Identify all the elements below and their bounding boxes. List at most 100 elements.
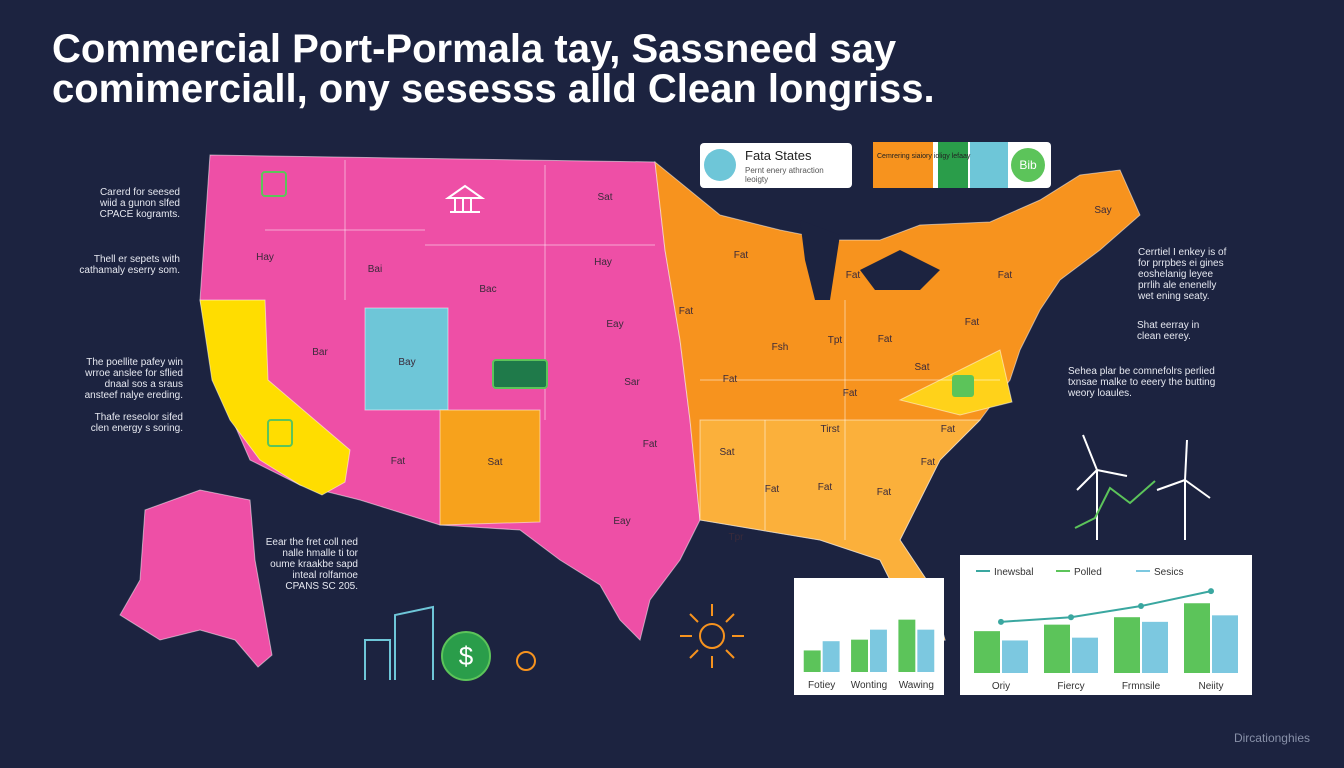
x-tick-label: Oriy: [992, 681, 1010, 692]
legend-label: Inewsbal: [994, 567, 1033, 578]
x-tick-label: Neiity: [1198, 681, 1223, 692]
title-line: comimerciall, ony sesesss alld Clean lon…: [52, 67, 935, 111]
card-text: Pernt enery athraction: [745, 166, 824, 175]
state-label: Sar: [624, 377, 640, 388]
annotation-line: ansteef nalye ereding.: [85, 390, 183, 401]
badge-text: Bib: [1019, 158, 1037, 172]
icon: [261, 171, 287, 197]
state-label: Sat: [597, 192, 612, 203]
bar: [1184, 603, 1210, 673]
bar: [851, 639, 868, 672]
annotation-line: Thell er sepets with: [94, 254, 180, 265]
charts: Fotiey Wonting Wawing Oriy Fiercy Frmnsile Nei…: [803, 567, 1238, 692]
svg-text:$: $: [459, 641, 474, 671]
state-label: Fat: [998, 270, 1013, 281]
card-title: Cemrering siaiory ioligy lefaay: [877, 153, 971, 160]
map-labels: Hay Bai Sat Hay Bac Eay Bar Bay Sar Fat …: [256, 192, 1112, 543]
card-title: Fata States: [745, 148, 812, 163]
icon: [952, 375, 974, 397]
trend-line: [1074, 480, 1156, 529]
point: [1208, 588, 1214, 595]
annotation-line: clean eerey.: [1137, 331, 1191, 342]
card-block: [873, 142, 933, 188]
annotation-line: wiid a gunon slfed: [99, 198, 180, 209]
line: [1000, 590, 1212, 623]
annotation-line: weory loaules.: [1067, 388, 1132, 399]
bar: [898, 619, 916, 672]
annotation-line: Carerd for seesed: [100, 187, 180, 198]
point: [1068, 614, 1074, 621]
annotation-line: CPANS SC 205.: [285, 581, 358, 592]
state-label: Fat: [843, 388, 858, 399]
point: [1138, 603, 1144, 610]
great-lakes: [860, 250, 940, 290]
bar: [1212, 615, 1238, 673]
bar: [917, 629, 935, 672]
great-lakes: [800, 220, 840, 300]
state-label: Fat: [921, 457, 936, 468]
annotation-line: Shat eerray in: [1137, 320, 1199, 331]
annotation-line: Eear the fret coll ned: [266, 537, 358, 548]
state-label: Say: [1094, 205, 1111, 216]
x-tick-label: Frmnsile: [1122, 681, 1161, 692]
annotation-line: Sehea plar be comnefolrs perlied: [1068, 366, 1215, 377]
new-mexico: [439, 409, 541, 526]
bar: [1142, 621, 1168, 673]
icon: [444, 184, 486, 213]
title-line: Commercial Port-Pormala tay, Sassneed sa…: [52, 27, 897, 71]
bar: [1072, 637, 1098, 673]
point: [998, 618, 1004, 625]
annotation-line: txnsae malke to eeery the butting: [1068, 377, 1215, 388]
bar: [1114, 617, 1140, 673]
state-label: Fat: [846, 270, 861, 281]
annotation-line: prrlih ale enenelly: [1138, 280, 1216, 291]
legend-label: Sesics: [1154, 567, 1183, 578]
annotation-line: for prrpbes ei gines: [1138, 258, 1224, 269]
state-label: Eay: [613, 516, 630, 527]
annotation-line: Thafe reseolor sifed: [95, 412, 183, 423]
annotation-line: nalle hmalle ti tor: [282, 548, 358, 559]
annotation-line: cathamaly eserry som.: [79, 265, 180, 276]
state-label: Tpr: [729, 532, 745, 543]
x-tick-label: Fotiey: [808, 680, 835, 691]
bar: [822, 641, 840, 672]
sun-rays: [680, 604, 744, 668]
state-label: Bac: [479, 284, 496, 295]
annotation-line: wet ening seaty.: [1137, 291, 1210, 302]
decorations: $: [364, 434, 1211, 681]
state-label: Fat: [643, 439, 658, 450]
bar: [870, 629, 887, 672]
x-tick-label: Fiercy: [1057, 681, 1084, 692]
state-label: Sat: [719, 447, 734, 458]
bar: [1044, 624, 1070, 673]
footer: Dircationghies: [1234, 731, 1310, 745]
card-text: leoigty: [745, 175, 768, 184]
annotation-line: The poellite pafey win: [86, 357, 183, 368]
state-label: Fat: [723, 374, 738, 385]
annotation-line: Cerrtiel I enkey is of: [1138, 247, 1227, 258]
bar: [803, 650, 821, 672]
card: [700, 143, 852, 188]
buildings: [364, 605, 434, 680]
state-label: Tirst: [820, 424, 839, 435]
icon: [492, 359, 548, 389]
icon: [267, 419, 293, 447]
annotation-line: dnaal sos a sraus: [105, 379, 183, 390]
state-label: Fat: [391, 456, 406, 467]
state-label: Bar: [312, 347, 328, 358]
state-label: Tpt: [828, 335, 843, 346]
x-tick-label: Wonting: [851, 680, 888, 691]
state-label: Bai: [368, 264, 382, 275]
state-label: Fat: [734, 250, 749, 261]
dollar-icon: [441, 631, 491, 681]
cards: Fata States Pernt enery athraction leoig…: [700, 142, 1051, 188]
card-block: [938, 142, 968, 188]
card-block: [970, 142, 1008, 188]
wind-turbine: [1076, 434, 1128, 540]
gear: [516, 651, 536, 671]
state-label: Fat: [965, 317, 980, 328]
state-label: Sat: [487, 457, 502, 468]
alaska: [119, 489, 273, 668]
